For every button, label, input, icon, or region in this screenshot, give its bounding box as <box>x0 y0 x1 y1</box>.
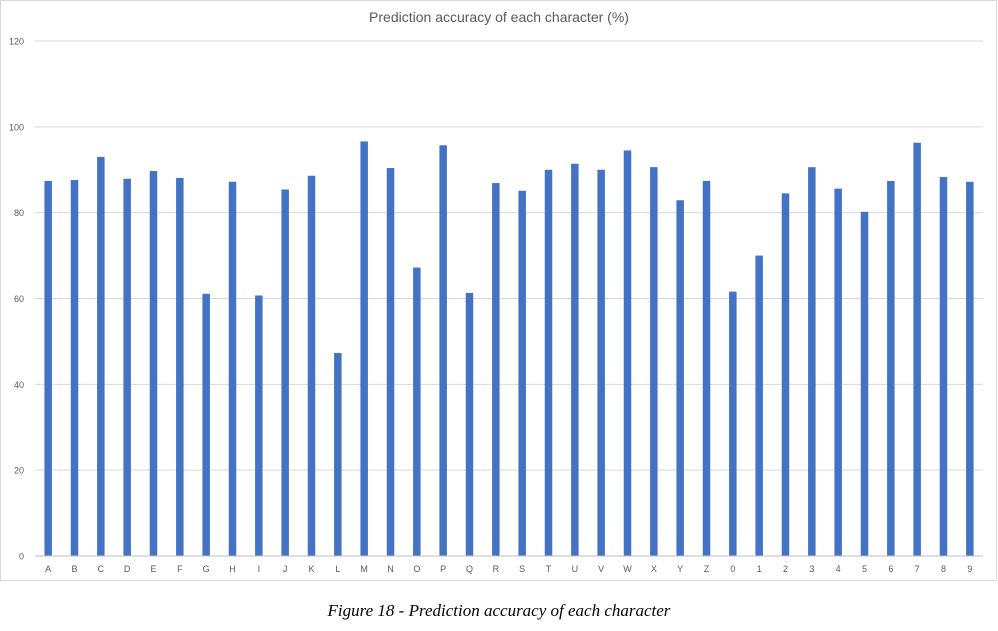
x-tick-label: 4 <box>836 564 841 574</box>
y-tick-label: 60 <box>14 294 24 304</box>
x-tick-label: P <box>440 564 446 574</box>
bar <box>149 171 158 556</box>
x-tick-label: N <box>387 564 394 574</box>
bar <box>544 169 553 556</box>
chart-title: Prediction accuracy of each character (%… <box>369 9 629 25</box>
x-tick-label: D <box>124 564 131 574</box>
bar <box>255 295 263 556</box>
bar <box>123 178 131 556</box>
bar <box>781 193 790 556</box>
bar <box>623 150 632 556</box>
y-tick-label: 0 <box>19 552 24 562</box>
x-tick-label: C <box>98 564 105 574</box>
figure-caption: Figure 18 - Prediction accuracy of each … <box>327 601 671 620</box>
x-tick-label: I <box>258 564 261 574</box>
y-tick-label: 80 <box>14 208 24 218</box>
x-tick-label: U <box>572 564 579 574</box>
x-tick-label: B <box>71 564 77 574</box>
x-tick-label: 6 <box>888 564 893 574</box>
bar <box>334 353 342 556</box>
x-tick-label: R <box>493 564 500 574</box>
x-tick-label: 9 <box>967 564 972 574</box>
bar <box>650 167 658 557</box>
bar <box>939 177 948 556</box>
bar <box>281 189 289 556</box>
bars <box>44 141 974 557</box>
bar <box>966 181 974 556</box>
chart-area: Prediction accuracy of each character (%… <box>0 0 997 581</box>
x-tick-label: 8 <box>941 564 946 574</box>
x-tick-label: K <box>308 564 314 574</box>
bar <box>676 200 684 557</box>
x-tick-label: 3 <box>809 564 814 574</box>
y-tick-label: 120 <box>9 37 24 47</box>
bar <box>913 142 921 556</box>
x-tick-label: S <box>519 564 525 574</box>
x-tick-label: Y <box>677 564 683 574</box>
x-tick-label: 5 <box>862 564 867 574</box>
bar <box>492 183 500 556</box>
y-tick-label: 40 <box>14 380 24 390</box>
bar <box>360 141 368 557</box>
x-tick-label: H <box>229 564 236 574</box>
x-tick-label: 2 <box>783 564 788 574</box>
x-tick-label: A <box>45 564 51 574</box>
bar <box>860 211 869 556</box>
x-tick-label: 1 <box>757 564 762 574</box>
x-tick-label: O <box>413 564 420 574</box>
bar <box>702 180 711 557</box>
x-tick-label: L <box>335 564 340 574</box>
bar <box>176 177 184 556</box>
bar-chart: Prediction accuracy of each character (%… <box>0 0 997 581</box>
x-tick-label: 7 <box>915 564 920 574</box>
bar <box>887 180 895 557</box>
y-tick-label: 100 <box>9 122 24 132</box>
x-tick-label: Z <box>704 564 710 574</box>
bar <box>755 255 763 557</box>
x-tick-label: T <box>546 564 552 574</box>
x-tick-label: M <box>360 564 368 574</box>
gridlines <box>35 40 983 471</box>
bar <box>44 180 52 557</box>
x-tick-label: V <box>598 564 604 574</box>
bar <box>465 292 474 556</box>
bar <box>228 181 237 556</box>
x-tick-label: F <box>177 564 183 574</box>
x-tick-label: G <box>203 564 210 574</box>
x-tick-label: E <box>150 564 156 574</box>
x-axis-ticks: A B C D E F G H I J K L M N O P Q R S T U V W X Y Z 0 1 2 3 4 5 6 7 8 9 <box>45 564 972 574</box>
bar <box>70 180 79 557</box>
x-tick-label: Q <box>466 564 473 574</box>
bar <box>202 293 210 556</box>
y-tick-label: 20 <box>14 466 24 476</box>
y-axis-ticks: 0 20 40 60 80 100 120 <box>9 37 24 562</box>
x-tick-label: W <box>623 564 632 574</box>
x-tick-label: X <box>651 564 657 574</box>
bar <box>834 188 842 556</box>
bar <box>729 291 737 556</box>
x-tick-label: 0 <box>730 564 735 574</box>
bar <box>597 169 605 556</box>
bar <box>518 190 526 556</box>
bar <box>413 267 421 556</box>
bar <box>439 145 447 556</box>
bar <box>808 167 816 557</box>
bar <box>571 163 579 556</box>
x-tick-label: J <box>283 564 288 574</box>
bar <box>97 156 105 556</box>
bar <box>386 168 395 557</box>
bar <box>307 175 316 556</box>
